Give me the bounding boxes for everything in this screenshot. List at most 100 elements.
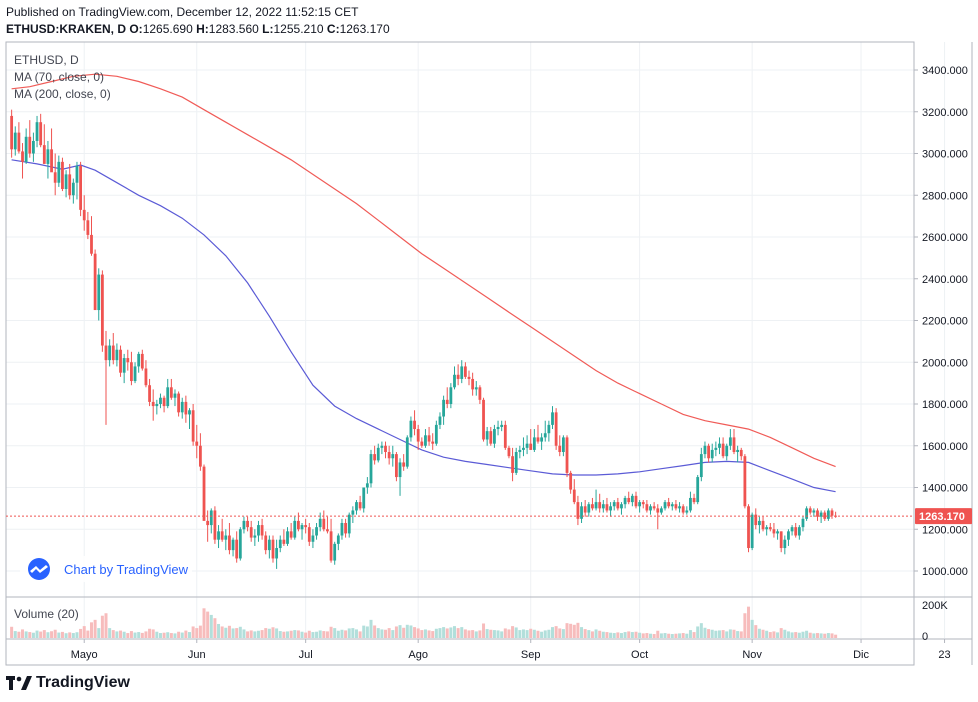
x-tick-label: Ago — [408, 649, 428, 661]
candle — [736, 445, 740, 463]
volume-bar — [692, 632, 696, 638]
candle — [166, 378, 170, 409]
candle — [812, 508, 816, 517]
volume-bar — [765, 630, 769, 638]
legend-ma200[interactable]: MA (200, close, 0) — [14, 87, 111, 101]
candle-body — [463, 366, 467, 377]
candle-body — [826, 510, 830, 519]
candle-body — [79, 166, 82, 210]
candle-body — [667, 502, 671, 507]
volume-bar — [409, 625, 413, 638]
candle — [61, 157, 64, 192]
candle — [471, 372, 475, 396]
candle-body — [264, 535, 268, 551]
candle-body — [97, 274, 101, 311]
candle — [177, 391, 181, 417]
candle — [71, 178, 75, 204]
candle — [732, 429, 736, 455]
candle — [634, 491, 638, 509]
volume-bar — [808, 632, 812, 638]
volume-bar — [776, 632, 780, 638]
candle — [583, 500, 587, 517]
y-tick-label: 3200.000 — [922, 107, 968, 119]
candle — [453, 366, 456, 390]
candle-body — [739, 449, 743, 457]
tradingview-logo[interactable]: TradingView — [6, 674, 130, 692]
candle-body — [93, 253, 97, 311]
candle-body — [703, 445, 707, 455]
candle — [750, 512, 754, 551]
y-tick-label: 2000.000 — [922, 357, 968, 369]
candle-body — [540, 437, 544, 442]
candle-body — [202, 466, 206, 521]
candle — [794, 522, 798, 538]
volume-bar — [227, 625, 231, 638]
volume-bar — [82, 626, 86, 638]
candle — [768, 522, 772, 532]
chart-by-tradingview-link[interactable]: Chart by TradingView — [20, 556, 193, 582]
candle — [442, 395, 445, 425]
candle-body — [82, 209, 86, 221]
candle-body — [387, 452, 391, 459]
volume-bar — [525, 630, 529, 638]
last-price-label: 1263.170 — [919, 511, 965, 523]
candle-body — [522, 447, 525, 450]
volume-bar — [496, 630, 500, 638]
legend-symbol[interactable]: ETHUSD, D — [14, 53, 79, 67]
candle — [202, 464, 206, 521]
candle — [605, 497, 609, 513]
candle-body — [685, 510, 689, 513]
candle-body — [28, 136, 32, 154]
candle — [420, 437, 424, 448]
volume-bar — [569, 623, 573, 638]
volume-bar — [609, 632, 613, 638]
legend-ma70[interactable]: MA (70, close, 0) — [14, 70, 105, 84]
candle-body — [743, 456, 747, 507]
volume-bar — [256, 630, 260, 638]
volume-bar — [405, 624, 409, 638]
volume-bar — [601, 631, 605, 638]
candle-body — [572, 489, 576, 503]
volume-bar — [783, 629, 787, 638]
volume-bar — [158, 633, 162, 638]
candle — [315, 522, 318, 540]
y-tick-label: 1600.000 — [922, 441, 968, 453]
volume-bar — [514, 627, 518, 638]
candle-body — [57, 161, 61, 183]
volume-bar — [471, 630, 475, 638]
candle — [580, 502, 583, 523]
candle-body — [678, 506, 681, 509]
volume-bar — [598, 630, 602, 638]
candle — [184, 395, 188, 423]
candle — [678, 502, 681, 513]
candle-body — [783, 539, 787, 549]
candle — [144, 360, 148, 388]
volume-bar — [558, 628, 562, 638]
y-tick-label: 1400.000 — [922, 483, 968, 495]
volume-bar — [267, 628, 271, 638]
candle — [79, 161, 82, 217]
volume-bar — [39, 631, 43, 638]
y-tick-label: 2800.000 — [922, 190, 968, 202]
volume-bar — [398, 625, 402, 638]
candle-body — [641, 502, 645, 505]
candle-body — [169, 387, 173, 398]
candle-body — [442, 399, 445, 417]
volume-bar — [126, 633, 130, 638]
volume-bar — [344, 630, 348, 638]
candle — [609, 502, 612, 517]
candle-body — [453, 374, 456, 388]
candle — [100, 270, 104, 352]
candle-body — [351, 510, 355, 515]
volume-bar — [627, 631, 631, 638]
candle-body — [278, 539, 282, 549]
candle — [405, 435, 409, 469]
volume-bar — [42, 630, 46, 638]
candle — [674, 500, 678, 511]
y-tick-label: 1200.000 — [922, 524, 968, 536]
legend-volume[interactable]: Volume (20) — [14, 607, 79, 621]
volume-bar — [619, 633, 623, 638]
volume-bar — [616, 632, 620, 638]
candle — [413, 410, 416, 436]
